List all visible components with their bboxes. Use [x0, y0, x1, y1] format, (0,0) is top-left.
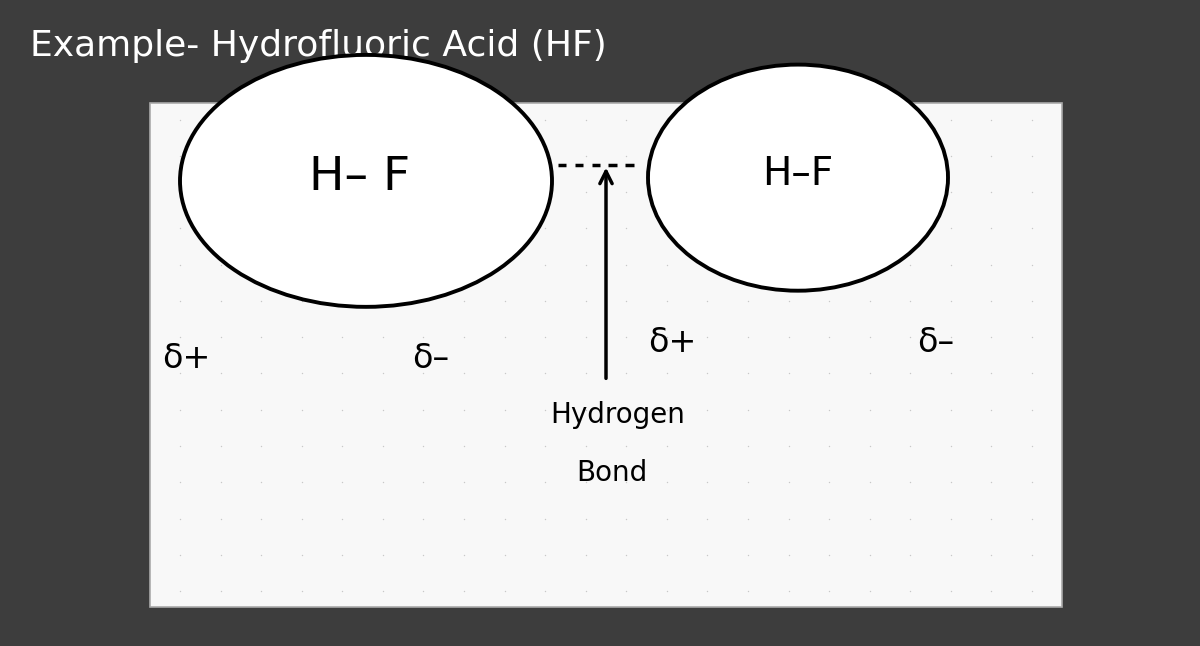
Text: Example- Hydrofluoric Acid (HF): Example- Hydrofluoric Acid (HF): [30, 29, 607, 63]
Text: H– F: H– F: [310, 155, 410, 200]
Text: Hydrogen: Hydrogen: [551, 401, 685, 428]
Ellipse shape: [648, 65, 948, 291]
Text: δ+: δ+: [162, 342, 210, 375]
Text: δ–: δ–: [918, 326, 954, 359]
Text: δ–: δ–: [413, 342, 450, 375]
Text: δ+: δ+: [648, 326, 696, 359]
FancyBboxPatch shape: [150, 103, 1062, 607]
Ellipse shape: [180, 55, 552, 307]
Text: H–F: H–F: [762, 156, 834, 193]
Text: Bond: Bond: [576, 459, 648, 486]
